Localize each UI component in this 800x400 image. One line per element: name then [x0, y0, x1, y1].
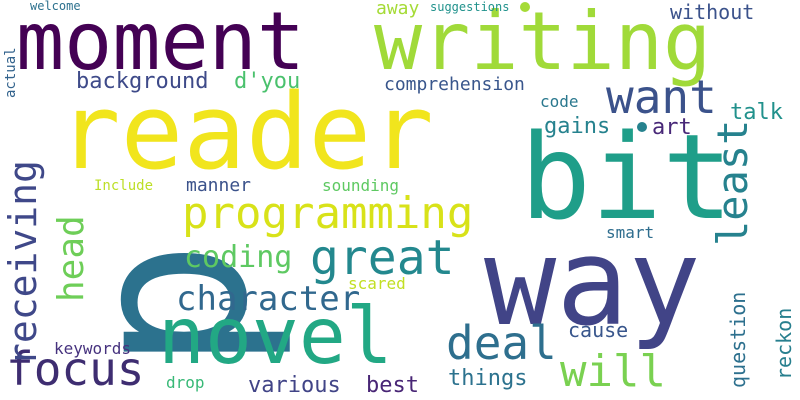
word-actual: actual [3, 47, 19, 98]
word-sounding: sounding [322, 176, 400, 195]
word-things: things [448, 366, 528, 391]
word-comprehension: comprehension [384, 74, 525, 95]
dot-mark [637, 122, 647, 132]
word-receiving: receiving [1, 160, 45, 366]
word-moment: moment [16, 0, 305, 88]
word-away: away [376, 0, 420, 19]
word-question: question [726, 291, 750, 388]
word-keywords: keywords [54, 339, 132, 358]
word-Include: Include [94, 178, 154, 194]
word-bit: bit [520, 108, 734, 246]
word-least: least [708, 119, 757, 246]
word-suggestions: suggestions [430, 0, 510, 14]
word-smart: smart [606, 223, 655, 242]
word-writing: writing [374, 0, 712, 88]
word-background: background [76, 69, 209, 94]
word-best: best [366, 373, 419, 398]
word-drop: drop [166, 373, 205, 392]
word-without: without [670, 0, 755, 24]
word-will: will [560, 346, 666, 397]
dot-mark [520, 2, 530, 12]
word-programming: programming [182, 188, 474, 239]
word-novel: novel [158, 292, 393, 382]
word-character: character [176, 279, 361, 319]
word-code: code [540, 92, 579, 111]
word-reckon: reckon [772, 307, 796, 380]
word-manner: manner [186, 175, 252, 196]
word-talk: talk [730, 100, 783, 125]
word-head: head [51, 215, 92, 302]
word-want: want [606, 70, 717, 124]
word-cause: cause [568, 318, 629, 342]
word-great: great [310, 230, 455, 286]
word-d'you: d'you [234, 69, 301, 94]
word-scared: scared [348, 274, 406, 293]
word-coding: coding [184, 240, 293, 275]
word-reader: reader [58, 71, 434, 193]
word-welcome: welcome [30, 0, 81, 13]
word-way: way [484, 214, 701, 353]
word-focus: focus [6, 342, 145, 396]
word-various: various [248, 373, 341, 398]
word-art: art [652, 115, 692, 140]
word-gains: gains [544, 114, 611, 139]
word-deal: deal [446, 316, 557, 370]
